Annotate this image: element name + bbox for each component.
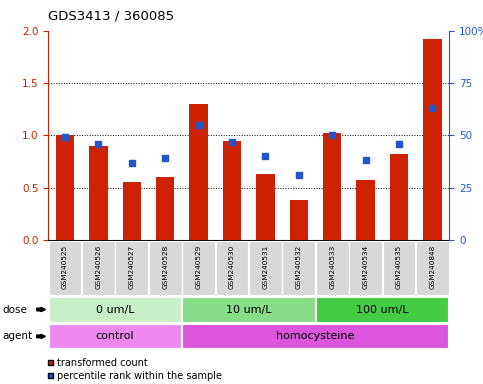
Bar — [249, 240, 282, 295]
Bar — [416, 240, 449, 295]
Text: transformed count: transformed count — [57, 358, 148, 368]
Bar — [89, 146, 108, 240]
Point — [328, 132, 336, 139]
Bar — [149, 240, 182, 295]
Bar — [356, 180, 375, 240]
Text: control: control — [96, 331, 134, 341]
Text: homocysteine: homocysteine — [276, 331, 355, 341]
Bar — [316, 298, 448, 321]
Bar — [182, 324, 448, 348]
Bar — [316, 240, 349, 295]
Text: GSM240530: GSM240530 — [229, 245, 235, 289]
Text: 100 um/L: 100 um/L — [356, 305, 409, 314]
Bar — [182, 240, 215, 295]
Text: GSM240533: GSM240533 — [329, 245, 335, 289]
Text: GSM240535: GSM240535 — [396, 245, 402, 289]
Text: GSM240528: GSM240528 — [162, 245, 168, 289]
Bar — [216, 240, 248, 295]
Point — [428, 105, 436, 111]
Point — [128, 159, 136, 166]
Bar — [349, 240, 382, 295]
Bar — [390, 154, 408, 240]
Bar — [115, 240, 148, 295]
Bar — [49, 324, 181, 348]
Bar — [156, 177, 174, 240]
Point — [161, 155, 169, 161]
Bar — [423, 39, 441, 240]
Point — [195, 122, 202, 128]
Point — [61, 134, 69, 141]
Point — [228, 139, 236, 145]
Text: GSM240848: GSM240848 — [429, 245, 436, 289]
Bar — [49, 298, 181, 321]
Bar — [383, 240, 415, 295]
Text: GSM240525: GSM240525 — [62, 245, 68, 289]
Bar — [223, 141, 241, 240]
Point — [395, 141, 403, 147]
Text: 0 um/L: 0 um/L — [96, 305, 134, 314]
Point — [295, 172, 303, 178]
Text: GDS3413 / 360085: GDS3413 / 360085 — [48, 10, 174, 23]
Point — [362, 157, 369, 164]
Text: percentile rank within the sample: percentile rank within the sample — [57, 371, 222, 381]
Bar — [256, 174, 275, 240]
Point — [95, 141, 102, 147]
Bar — [82, 240, 115, 295]
Bar — [283, 240, 315, 295]
Text: GSM240532: GSM240532 — [296, 245, 302, 289]
Bar — [49, 240, 81, 295]
Point — [262, 153, 270, 159]
Text: GSM240526: GSM240526 — [96, 245, 101, 289]
Text: GSM240531: GSM240531 — [262, 245, 269, 289]
Bar — [182, 298, 314, 321]
Text: dose: dose — [2, 305, 28, 314]
Text: GSM240527: GSM240527 — [129, 245, 135, 289]
Bar — [123, 182, 141, 240]
Bar — [323, 133, 341, 240]
Bar — [290, 200, 308, 240]
Bar — [189, 104, 208, 240]
Text: 10 um/L: 10 um/L — [226, 305, 271, 314]
Text: agent: agent — [2, 331, 32, 341]
Bar — [56, 136, 74, 240]
Text: GSM240534: GSM240534 — [363, 245, 369, 289]
Text: GSM240529: GSM240529 — [196, 245, 201, 289]
